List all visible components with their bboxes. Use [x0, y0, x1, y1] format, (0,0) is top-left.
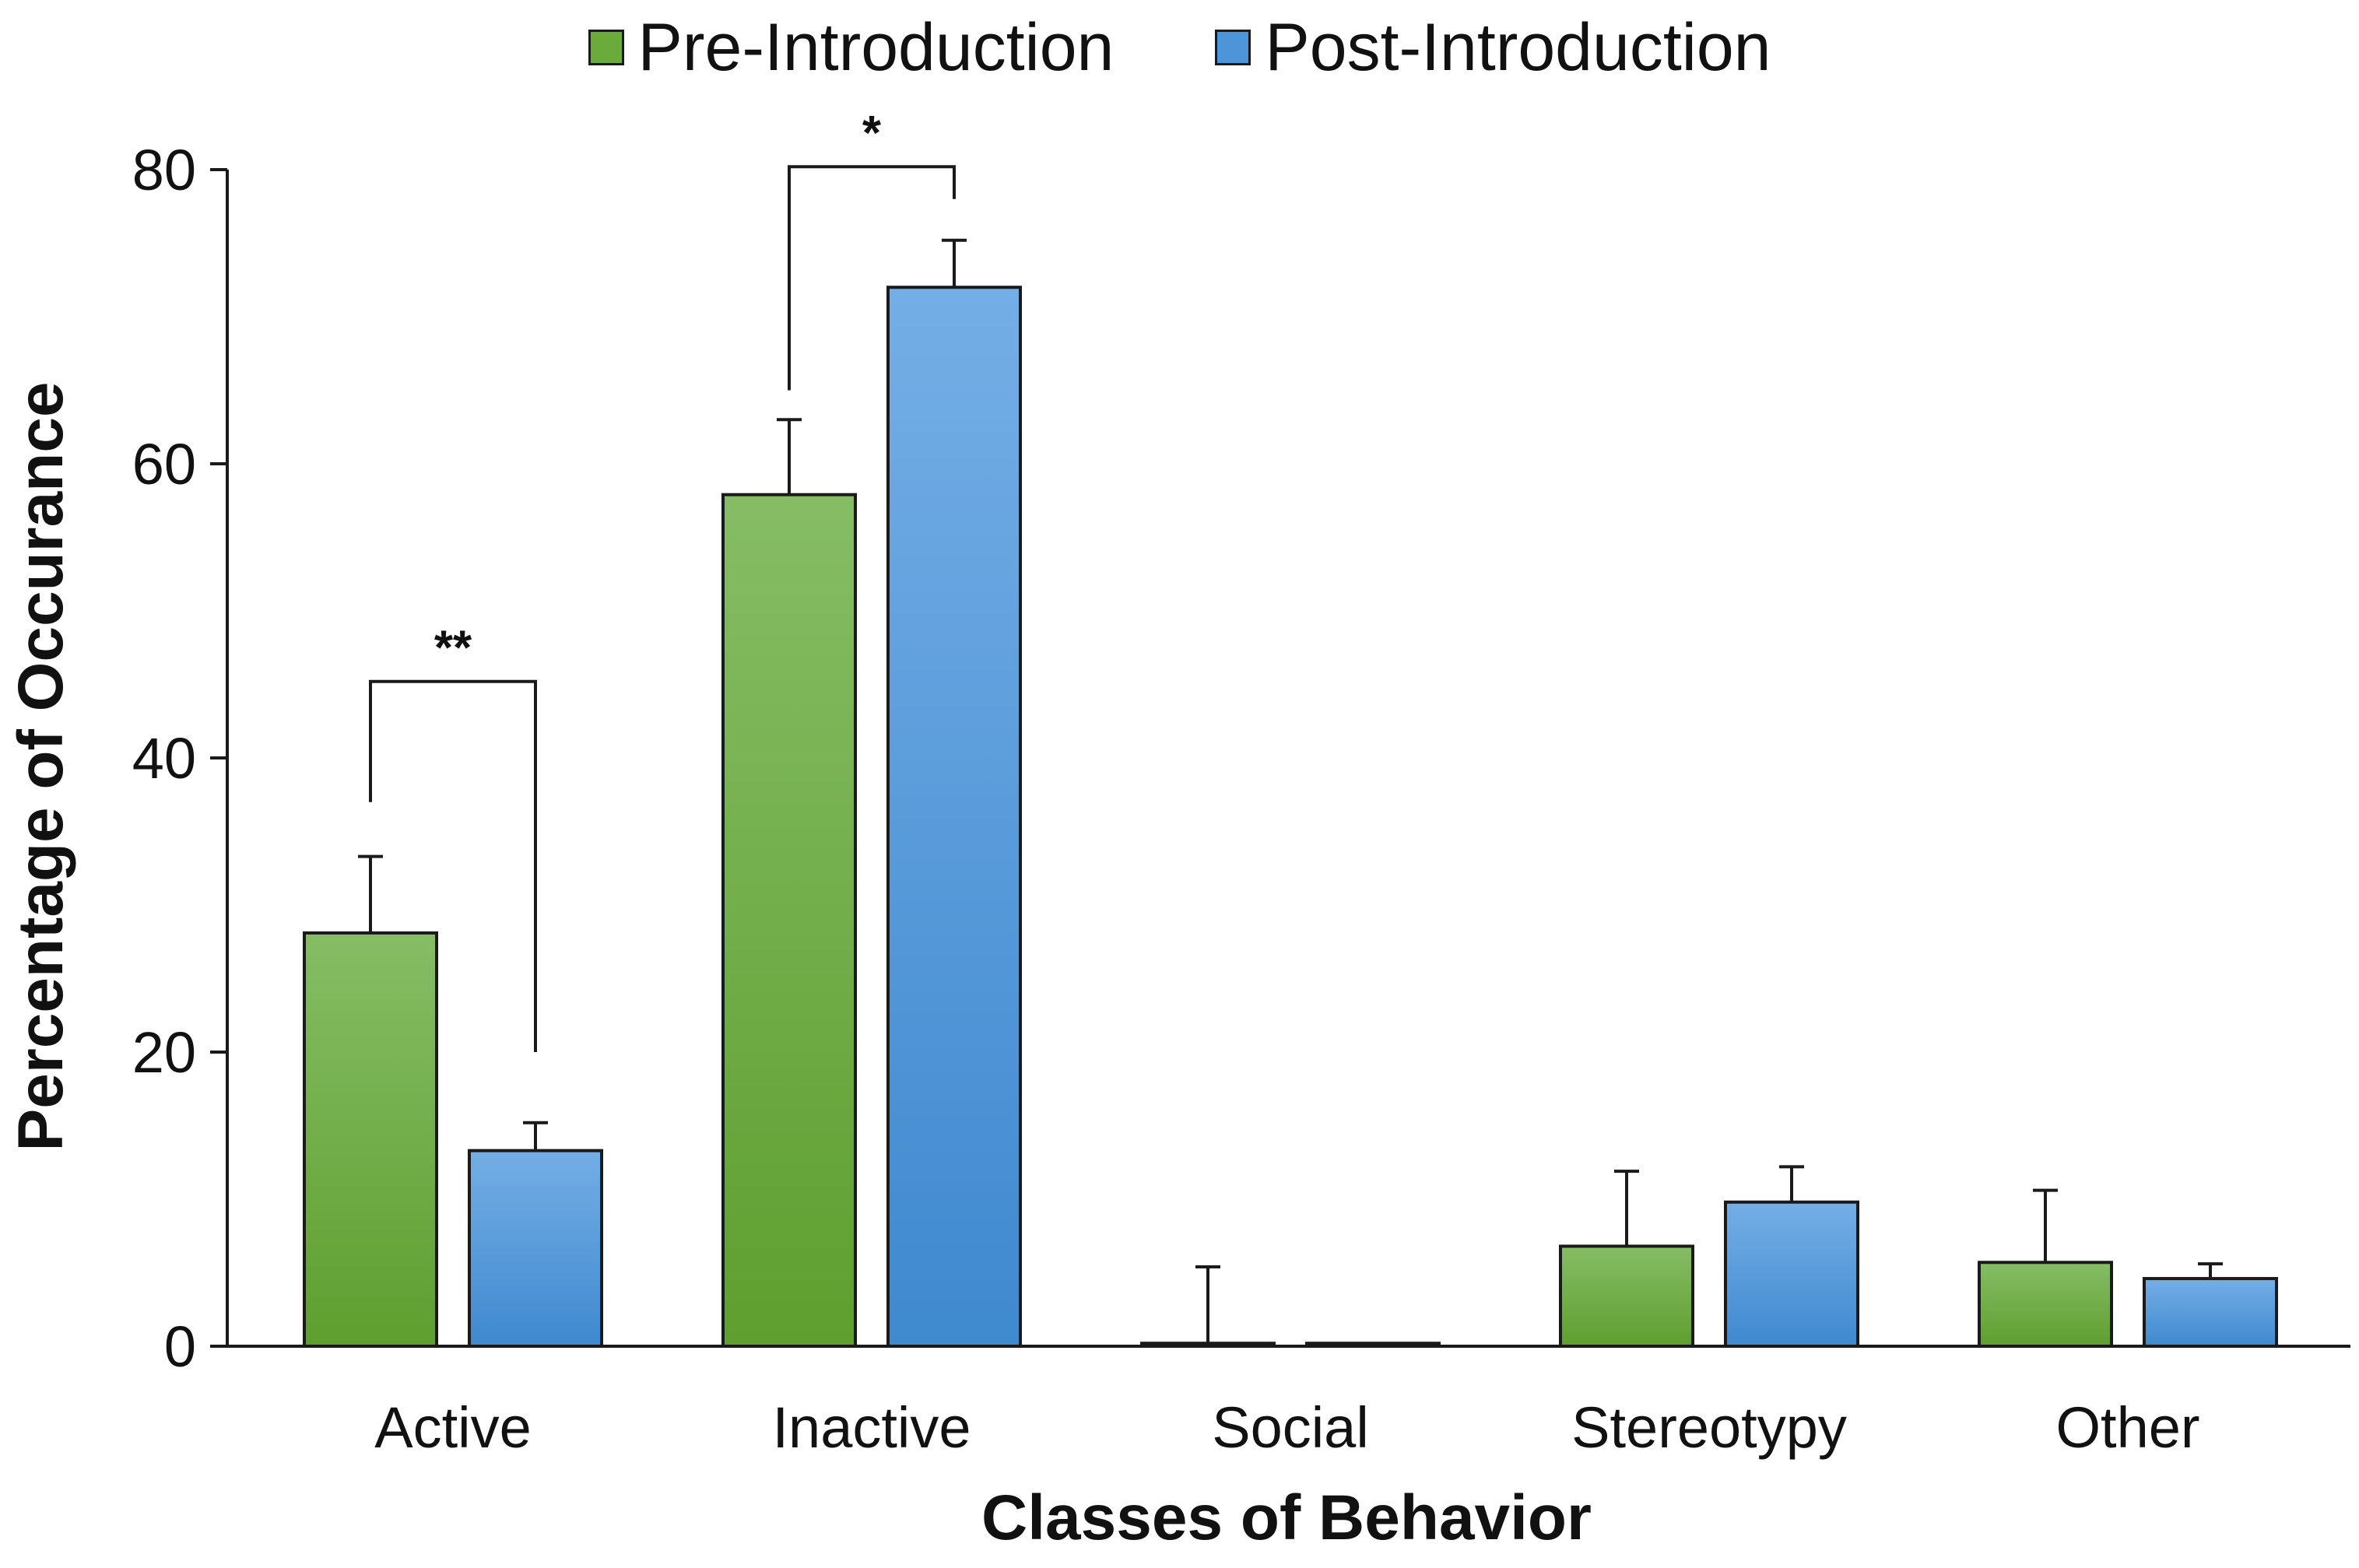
significance-label-active: ** [434, 622, 472, 675]
bar-inactive-pre [721, 493, 857, 1349]
legend-label-post: Post-Introduction [1265, 10, 1771, 85]
bar-active-post [468, 1149, 603, 1348]
bar-other-post [2143, 1277, 2278, 1349]
legend-item-post-introduction: Post-Introduction [1215, 14, 1771, 81]
x-tick-label-stereotypy: Stereotypy [1571, 1395, 1847, 1460]
x-tick-label-other: Other [2055, 1395, 2199, 1460]
y-tick-label-0: 0 [164, 1314, 196, 1379]
bar-stereotypy-post [1724, 1200, 1859, 1349]
y-tick-label-20: 20 [132, 1020, 196, 1085]
axes-group: Active Inactive Social Stereotypy Other 0 20 40… [132, 138, 2350, 1460]
significance-brackets-group: *** [369, 107, 956, 1052]
legend-swatch-pre [588, 30, 624, 65]
legend-swatch-post [1215, 30, 1251, 65]
y-axis-label: Percentage of Occurance [5, 382, 76, 1152]
y-tick-label-80: 80 [132, 138, 196, 202]
legend-item-pre-introduction: Pre-Introduction [588, 10, 1115, 85]
bars-group [303, 286, 2278, 1349]
bar-inactive-post [886, 286, 1022, 1349]
y-tick-label-40: 40 [132, 726, 196, 791]
bar-active-pre [303, 931, 438, 1349]
legend-label-pre: Pre-Introduction [637, 10, 1115, 85]
significance-bracket-inactive [788, 165, 956, 391]
x-tick-label-social: Social [1212, 1395, 1369, 1460]
x-axis-label: Classes of Behavior [981, 1482, 1592, 1553]
y-tick-label-60: 60 [132, 432, 196, 496]
x-tick-label-active: Active [374, 1395, 532, 1460]
significance-label-inactive: * [862, 107, 882, 160]
error-bars-group [358, 238, 2223, 1344]
x-tick-label-inactive: Inactive [772, 1395, 971, 1460]
significance-bracket-active [369, 679, 537, 1052]
bar-stereotypy-pre [1559, 1244, 1694, 1348]
legend: Pre-Introduction Post-Introduction [0, 14, 2359, 81]
bar-other-pre [1978, 1261, 2113, 1349]
